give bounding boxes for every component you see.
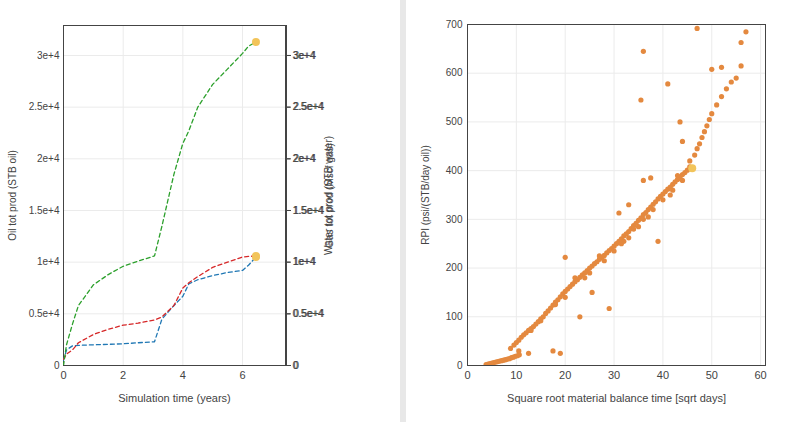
svg-text:2.5e+4: 2.5e+4	[29, 101, 60, 112]
svg-text:1.5e+4: 1.5e+4	[29, 205, 60, 216]
svg-text:4: 4	[180, 369, 186, 381]
svg-text:0: 0	[54, 360, 60, 371]
svg-text:0: 0	[294, 360, 300, 371]
svg-text:0: 0	[464, 369, 470, 381]
svg-text:300: 300	[446, 214, 463, 225]
svg-text:20: 20	[559, 369, 571, 381]
svg-text:Gas tot prod (Mscf gas): Gas tot prod (Mscf gas)	[324, 143, 335, 247]
svg-text:2: 2	[120, 369, 126, 381]
svg-text:500: 500	[446, 116, 463, 127]
svg-text:Oil tot prod (STB oil): Oil tot prod (STB oil)	[7, 150, 18, 241]
svg-text:1e+4: 1e+4	[294, 256, 317, 267]
svg-text:10: 10	[510, 369, 522, 381]
svg-text:400: 400	[446, 165, 463, 176]
svg-text:2e+4: 2e+4	[294, 153, 317, 164]
svg-text:1e+4: 1e+4	[293, 256, 316, 267]
svg-text:1.5e+4: 1.5e+4	[294, 205, 325, 216]
svg-text:60: 60	[754, 369, 766, 381]
svg-text:1e+4: 1e+4	[37, 256, 60, 267]
svg-text:100: 100	[446, 311, 463, 322]
svg-text:0: 0	[60, 369, 66, 381]
svg-text:6: 6	[239, 369, 245, 381]
svg-text:2e+4: 2e+4	[293, 153, 316, 164]
svg-text:0: 0	[293, 360, 299, 371]
svg-text:Square root material balance t: Square root material balance time [sqrt …	[507, 392, 726, 404]
svg-text:50: 50	[706, 369, 718, 381]
svg-text:3e+4: 3e+4	[293, 50, 316, 61]
svg-text:40: 40	[657, 369, 669, 381]
svg-text:2.5e+4: 2.5e+4	[294, 101, 325, 112]
svg-text:RPI (psi/(STB/day oil)): RPI (psi/(STB/day oil))	[420, 145, 431, 244]
svg-text:200: 200	[446, 262, 463, 273]
svg-text:0.5e+4: 0.5e+4	[29, 308, 60, 319]
svg-text:0: 0	[457, 360, 463, 371]
svg-text:700: 700	[446, 19, 463, 30]
svg-text:0.5e+4: 0.5e+4	[294, 308, 325, 319]
svg-text:Water tot prod (STB water): Water tot prod (STB water)	[323, 136, 334, 255]
svg-text:600: 600	[446, 67, 463, 78]
svg-text:2.5e+4: 2.5e+4	[293, 101, 324, 112]
svg-text:3e+4: 3e+4	[37, 50, 60, 61]
svg-text:2e+4: 2e+4	[37, 153, 60, 164]
svg-text:3e+4: 3e+4	[294, 50, 317, 61]
svg-text:Simulation time (years): Simulation time (years)	[118, 392, 230, 404]
svg-text:1.5e+4: 1.5e+4	[293, 205, 324, 216]
svg-text:30: 30	[608, 369, 620, 381]
svg-text:0.5e+4: 0.5e+4	[293, 308, 324, 319]
